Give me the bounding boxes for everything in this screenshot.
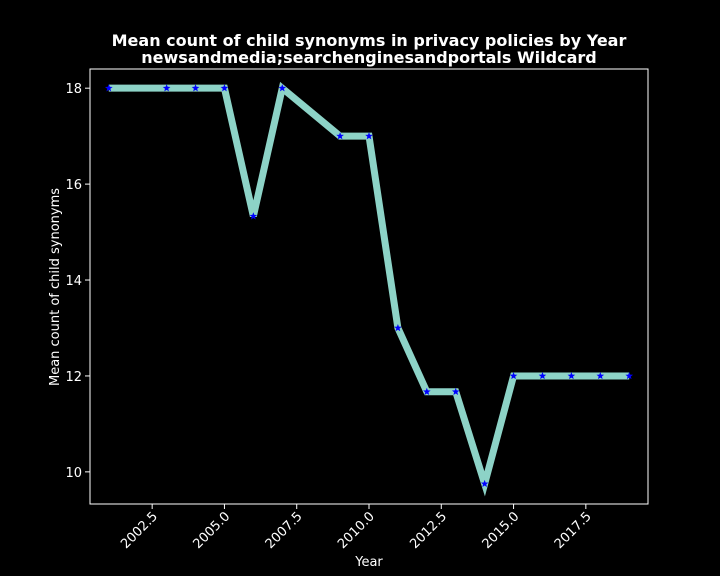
chart-title: Mean count of child synonyms in privacy …	[112, 31, 627, 50]
data-point-marker	[451, 387, 460, 396]
y-axis-label: Mean count of child synonyms	[48, 188, 63, 386]
data-point-marker	[538, 371, 547, 380]
x-axis-label: Year	[354, 555, 383, 570]
x-tick-label: 2010.0	[335, 509, 378, 552]
x-tick-label: 2007.5	[263, 509, 306, 552]
x-axis: 2002.5 2005.0 2007.5 2010.0 2012.5 2015.0 2017…	[118, 504, 595, 552]
y-tick-label: 14	[65, 274, 82, 289]
chart-subtitle: newsandmedia;searchenginesandportals Wil…	[141, 48, 596, 67]
y-tick-label: 12	[65, 370, 82, 385]
data-point-marker	[278, 84, 287, 92]
x-tick-label: 2012.5	[407, 509, 450, 552]
data-point-marker	[249, 212, 258, 220]
y-tick-label: 10	[65, 466, 82, 481]
y-axis: 10 12 14 16 18	[65, 82, 90, 481]
y-tick-label: 16	[65, 178, 82, 193]
data-point-marker	[423, 387, 431, 396]
data-point-marker	[509, 371, 518, 380]
data-point-marker	[567, 371, 576, 380]
data-point-marker	[162, 84, 171, 92]
x-tick-label: 2002.5	[118, 509, 161, 552]
data-point-marker	[625, 371, 634, 380]
y-tick-label: 18	[65, 82, 82, 97]
data-point-marker	[394, 323, 402, 332]
data-point-marker	[596, 371, 605, 380]
x-tick-label: 2017.5	[552, 509, 595, 552]
data-point-marker	[104, 84, 113, 92]
plot-area	[104, 81, 634, 497]
x-tick-label: 2015.0	[480, 509, 523, 552]
data-point-marker	[191, 84, 200, 92]
series-line	[108, 81, 630, 497]
data-point-marker	[220, 84, 229, 92]
data-point-marker	[480, 479, 489, 488]
data-point-marker	[336, 132, 344, 140]
x-tick-label: 2005.0	[190, 509, 233, 552]
data-point-marker	[365, 132, 373, 140]
